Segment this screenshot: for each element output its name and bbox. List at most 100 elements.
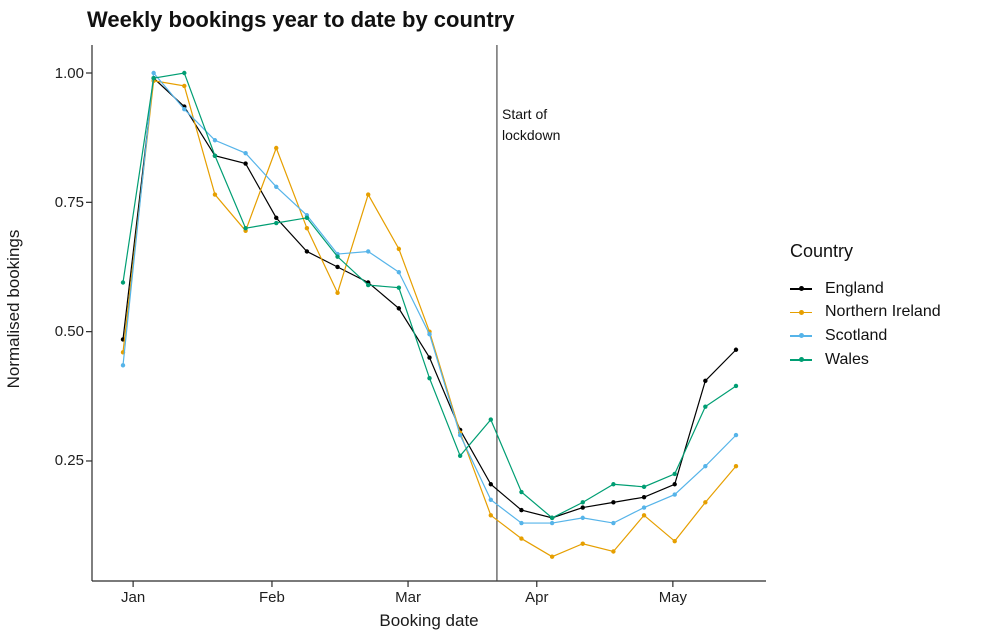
data-point-scotland	[366, 249, 371, 254]
x-tick-label: Feb	[259, 589, 285, 606]
data-point-england	[580, 505, 585, 510]
data-point-northern-ireland	[274, 145, 279, 151]
data-point-wales	[212, 153, 218, 158]
data-point-wales	[611, 482, 616, 487]
data-point-scotland	[274, 184, 279, 190]
x-tick-label: May	[658, 589, 688, 606]
data-point-scotland	[733, 432, 739, 438]
data-point-northern-ireland	[396, 246, 402, 252]
data-point-wales	[641, 484, 647, 490]
data-point-scotland	[519, 520, 524, 526]
data-point-scotland	[182, 107, 187, 112]
data-point-england	[519, 507, 524, 513]
legend-key-dot	[798, 286, 804, 292]
legend-label-wales: Wales	[825, 350, 869, 368]
data-point-england	[703, 378, 708, 383]
legend-key-dot	[798, 357, 804, 363]
data-point-england	[641, 494, 647, 500]
lockdown-annotation-line2: lockdown	[502, 127, 561, 143]
chart-title: Weekly bookings year to date by country	[87, 7, 515, 32]
legend-key-icon-scotland	[790, 331, 812, 341]
data-point-wales	[457, 453, 463, 459]
data-point-scotland	[427, 332, 432, 337]
data-point-scotland	[243, 150, 248, 156]
legend-label-scotland: Scotland	[825, 326, 888, 344]
legend: Country England Northern Ireland Scotland W…	[790, 241, 941, 371]
data-point-england	[672, 482, 677, 487]
data-point-scotland	[457, 432, 463, 438]
data-point-wales	[519, 489, 524, 495]
data-point-scotland	[396, 269, 402, 275]
data-point-northern-ireland	[488, 513, 493, 518]
data-point-northern-ireland	[212, 192, 218, 197]
data-point-scotland	[611, 520, 616, 526]
legend-key-icon-northern-ireland	[790, 307, 812, 317]
data-point-northern-ireland	[641, 513, 647, 518]
data-point-wales	[549, 515, 555, 521]
y-tick-label: 0.25	[54, 452, 84, 470]
data-point-northern-ireland	[580, 541, 585, 546]
legend-key-dot	[798, 309, 804, 315]
data-point-northern-ireland	[335, 290, 340, 296]
series-england	[120, 75, 739, 521]
data-point-northern-ireland	[733, 463, 739, 469]
data-point-england	[488, 482, 493, 487]
data-point-scotland	[212, 138, 218, 143]
x-tick-label: Apr	[525, 589, 549, 606]
lockdown-annotation: Start of lockdown	[502, 104, 560, 146]
data-point-wales	[396, 285, 402, 290]
data-point-scotland	[120, 363, 126, 368]
data-point-england	[396, 306, 402, 311]
data-point-wales	[151, 75, 156, 81]
data-point-northern-ireland	[672, 538, 677, 544]
legend-entry-england: England	[790, 277, 941, 301]
data-point-england	[243, 161, 248, 166]
x-tick-label: Mar	[395, 589, 421, 606]
legend-entries: England Northern Ireland Scotland Wales	[790, 277, 941, 371]
data-point-scotland	[672, 492, 677, 497]
data-point-scotland	[703, 463, 708, 469]
lockdown-annotation-line1: Start of	[502, 106, 548, 122]
data-point-wales	[243, 225, 248, 231]
data-point-wales	[335, 254, 340, 259]
x-tick-label: Jan	[121, 589, 146, 606]
data-point-northern-ireland	[519, 536, 524, 541]
data-point-scotland	[151, 70, 156, 76]
data-point-wales	[120, 280, 126, 285]
x-axis-title: Booking date	[379, 611, 479, 630]
data-point-northern-ireland	[304, 225, 310, 231]
data-point-wales	[580, 500, 585, 505]
legend-key-icon-england	[790, 284, 812, 294]
data-point-scotland	[488, 497, 493, 502]
data-point-england	[274, 215, 279, 221]
legend-entry-scotland: Scotland	[790, 324, 941, 348]
y-tick-label: 0.50	[54, 323, 84, 341]
data-point-wales	[672, 471, 677, 477]
data-point-wales	[733, 383, 739, 389]
data-point-wales	[274, 220, 279, 226]
series-wales	[120, 70, 739, 521]
data-point-wales	[366, 282, 371, 288]
data-point-wales	[703, 404, 708, 409]
y-tick-label: 0.75	[54, 193, 84, 211]
data-point-wales	[182, 70, 187, 76]
data-point-wales	[488, 417, 493, 422]
y-tick-label: 1.00	[54, 64, 84, 82]
data-point-northern-ireland	[182, 83, 187, 89]
data-point-wales	[304, 215, 310, 221]
data-point-england	[304, 249, 310, 254]
data-point-wales	[427, 376, 432, 381]
legend-label-england: England	[825, 279, 884, 297]
data-point-england	[733, 347, 739, 352]
legend-key-dot	[798, 333, 804, 339]
series-line-england	[122, 76, 737, 519]
legend-title: Country	[790, 241, 854, 261]
data-point-england	[611, 500, 616, 505]
data-point-scotland	[641, 505, 647, 510]
data-point-scotland	[580, 515, 585, 521]
data-point-northern-ireland	[703, 500, 708, 505]
series-scotland	[120, 70, 739, 526]
data-point-northern-ireland	[366, 192, 371, 197]
